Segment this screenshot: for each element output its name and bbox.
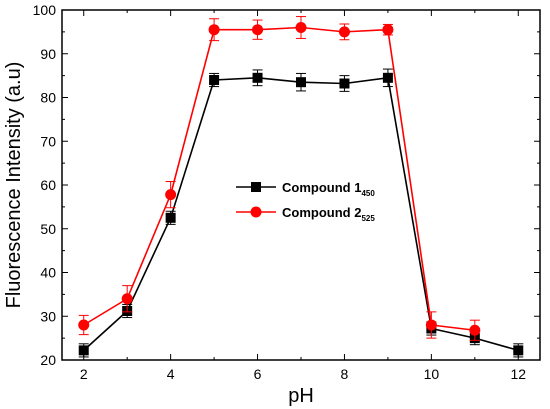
data-point: [209, 75, 220, 85]
legend-marker: [251, 182, 261, 192]
series-line-segment: [300, 26, 345, 33]
legend-item: Compound 1450: [236, 180, 375, 198]
series-line-segment: [387, 77, 433, 329]
y-tick-label: 60: [40, 177, 56, 193]
legend-label-subscript: 525: [361, 214, 375, 223]
series-line-segment: [169, 79, 215, 219]
y-tick-label: 40: [40, 265, 56, 281]
series-line-segment: [387, 29, 433, 326]
data-point: [208, 24, 220, 36]
data-point: [382, 24, 394, 36]
x-tick-label: 2: [80, 366, 88, 382]
data-point: [382, 72, 393, 83]
y-tick-label: 70: [40, 133, 56, 149]
series-line-segment: [344, 77, 389, 85]
legend-label-subscript: 450: [361, 189, 375, 198]
data-point: [78, 345, 89, 356]
x-tick-label: 6: [254, 366, 262, 382]
series-line-segment: [474, 337, 519, 352]
y-axis-label: Fluorescence Intensity (a.u): [3, 62, 25, 309]
y-tick-label: 100: [33, 2, 57, 18]
data-point: [78, 319, 90, 331]
legend-label-main: Compound 2: [282, 205, 361, 220]
y-tick-label: 50: [40, 221, 56, 237]
legend-marker: [250, 206, 262, 218]
data-point: [296, 77, 306, 88]
y-tick-label: 30: [40, 308, 56, 324]
legend-label: Compound 2525: [282, 205, 375, 223]
series-line-segment: [126, 217, 172, 312]
x-tick-label: 8: [341, 366, 349, 382]
data-point: [339, 78, 350, 89]
data-point: [425, 319, 437, 331]
series-line-segment: [126, 194, 172, 300]
series-2: [78, 16, 481, 341]
series-line-segment: [214, 77, 258, 81]
series-line-segment: [169, 29, 215, 195]
data-point: [121, 293, 133, 305]
series-line-segment: [431, 324, 475, 332]
legend-item: Compound 2525: [236, 205, 375, 223]
data-point: [252, 24, 264, 36]
data-point: [252, 72, 263, 83]
legend-label: Compound 1450: [282, 180, 375, 198]
x-axis-label: pH: [288, 385, 314, 407]
y-tick-label: 90: [40, 46, 56, 62]
x-tick-label: 10: [424, 366, 440, 382]
legend-label-main: Compound 1: [282, 180, 361, 195]
y-tick-label: 80: [40, 90, 56, 106]
y-tick-label: 20: [40, 352, 56, 368]
data-point: [469, 324, 481, 336]
series-line-segment: [344, 28, 388, 33]
axes: 2 4 6 8 10 12 20 30 40 50 60 70 80 90 100: [33, 2, 541, 382]
series-line-segment: [431, 327, 475, 339]
series-line-segment: [83, 310, 128, 351]
data-point: [513, 345, 524, 356]
series-line-segment: [257, 26, 302, 31]
x-tick-label: 4: [167, 366, 175, 382]
series-line-segment: [300, 81, 345, 85]
data-point: [165, 212, 176, 223]
data-point: [295, 22, 307, 33]
x-tick-label: 12: [510, 366, 526, 382]
data-point: [338, 26, 350, 38]
data-point: [165, 189, 177, 201]
series-line-segment: [83, 298, 128, 326]
series-line-segment: [257, 77, 302, 83]
